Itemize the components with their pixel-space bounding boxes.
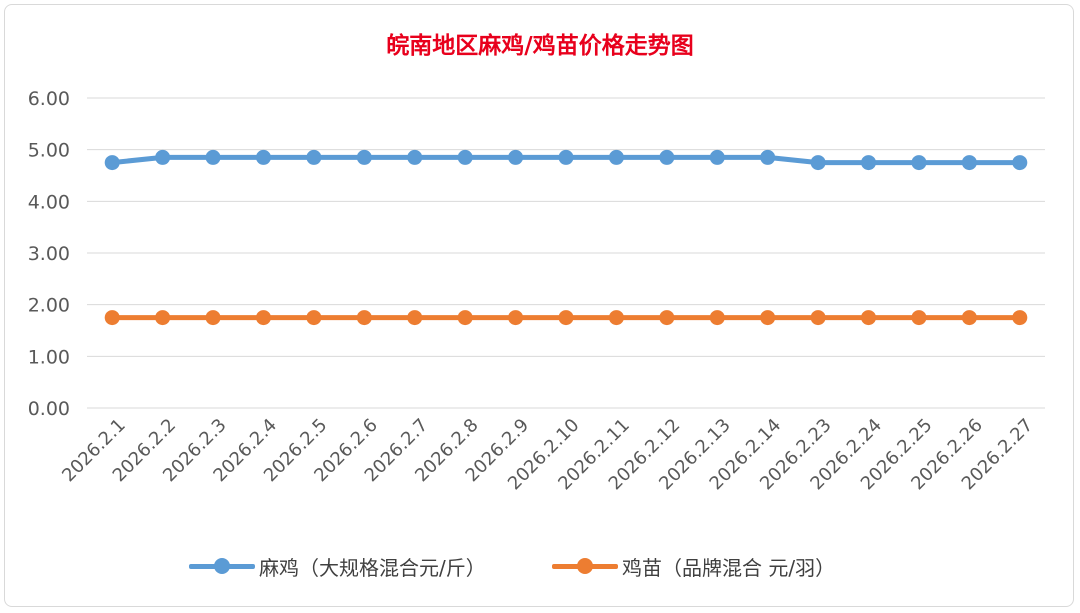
data-point — [659, 310, 675, 326]
chart-title: 皖南地区麻鸡/鸡苗价格走势图 — [386, 32, 694, 59]
series-layer — [104, 149, 1028, 326]
data-point — [306, 149, 322, 165]
data-point — [205, 310, 221, 326]
legend-item-jimiao: 鸡苗（品牌混合 元/羽） — [552, 553, 836, 580]
data-point — [155, 149, 171, 165]
data-point — [407, 149, 423, 165]
y-tick-label: 1.00 — [28, 346, 70, 368]
y-tick-label: 3.00 — [28, 243, 70, 265]
data-point — [104, 155, 120, 171]
data-point — [255, 310, 271, 326]
data-point — [861, 310, 877, 326]
data-point — [1012, 155, 1028, 171]
data-point — [608, 310, 624, 326]
y-tick-label: 5.00 — [28, 140, 70, 162]
data-point — [709, 149, 725, 165]
y-axis-ticks: 0.00 1.00 2.00 3.00 4.00 5.00 6.00 — [28, 88, 70, 420]
data-point — [558, 149, 574, 165]
data-point — [155, 310, 171, 326]
data-point — [558, 310, 574, 326]
x-axis-ticks: 2026.2.12026.2.22026.2.32026.2.42026.2.5… — [58, 415, 1037, 495]
data-point — [508, 310, 524, 326]
data-point — [457, 310, 473, 326]
legend-swatch-blue — [189, 553, 255, 579]
y-tick-label: 4.00 — [28, 191, 70, 213]
data-point — [760, 310, 776, 326]
legend-item-majī: 麻鸡（大规格混合元/斤） — [189, 553, 486, 580]
data-point — [911, 310, 927, 326]
data-point — [961, 310, 977, 326]
data-point — [457, 149, 473, 165]
data-point — [104, 310, 120, 326]
gridlines — [87, 97, 1045, 409]
data-point — [356, 310, 372, 326]
data-point — [407, 310, 423, 326]
data-point — [861, 155, 877, 171]
data-point — [810, 155, 826, 171]
data-point — [659, 149, 675, 165]
data-point — [911, 155, 927, 171]
chart-frame — [4, 4, 1074, 607]
data-point — [961, 155, 977, 171]
data-point — [760, 149, 776, 165]
y-tick-label: 6.00 — [28, 88, 70, 110]
data-point — [810, 310, 826, 326]
data-point — [1012, 310, 1028, 326]
legend-swatch-orange — [552, 553, 618, 579]
y-tick-label: 0.00 — [28, 398, 70, 420]
data-point — [608, 149, 624, 165]
data-point — [306, 310, 322, 326]
data-point — [255, 149, 271, 165]
data-point — [709, 310, 725, 326]
data-point — [205, 149, 221, 165]
legend-label: 鸡苗（品牌混合 元/羽） — [622, 555, 836, 580]
data-point — [356, 149, 372, 165]
legend-label: 麻鸡（大规格混合元/斤） — [259, 555, 486, 580]
data-point — [508, 149, 524, 165]
y-tick-label: 2.00 — [28, 295, 70, 317]
